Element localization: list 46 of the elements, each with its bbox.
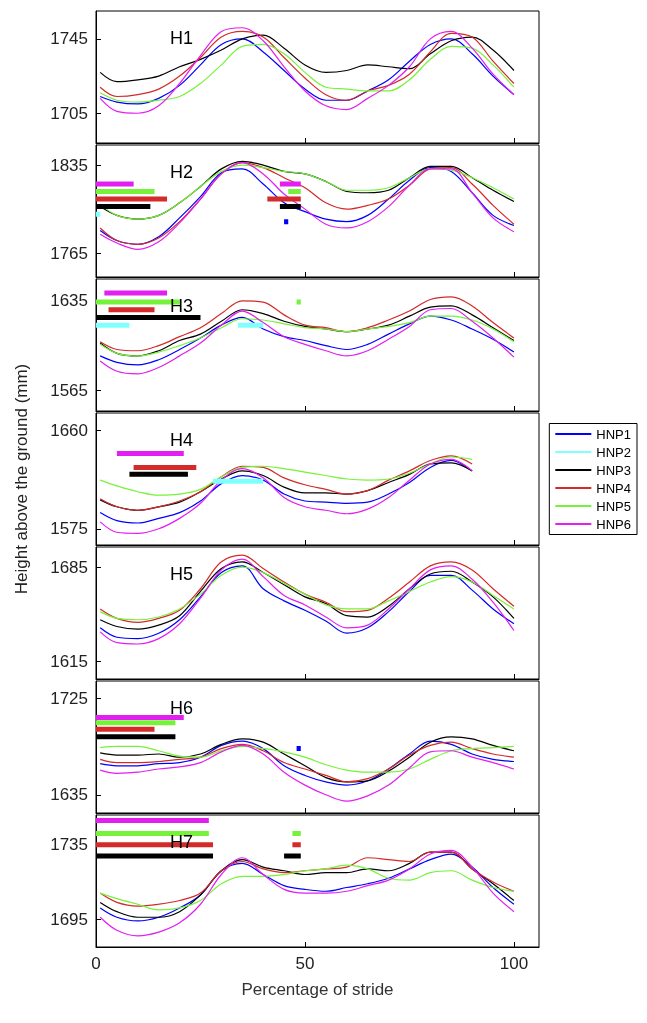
y-tick-label: 1725: [50, 688, 88, 708]
y-tick-label: 1635: [50, 291, 88, 311]
legend-label: HNP3: [596, 462, 632, 478]
y-tick-label: 1765: [50, 243, 88, 263]
y-tick-label: 1685: [50, 557, 88, 577]
y-tick-label: 1615: [50, 651, 88, 671]
legend-label: HNP5: [596, 498, 632, 514]
y-tick-label: 1735: [50, 835, 88, 855]
y-tick-label: 1660: [50, 420, 88, 440]
line-series: [99, 554, 515, 624]
line-series: [99, 744, 515, 802]
legend-label: HNP4: [596, 480, 632, 496]
x-axis-title: Percentage of stride: [241, 980, 394, 999]
x-tick-label: 0: [91, 954, 101, 973]
line-series: [99, 849, 515, 937]
legend-label: HNP6: [596, 516, 632, 532]
y-tick-label: 1565: [50, 381, 88, 400]
line-series: [99, 566, 515, 621]
y-axis-title: Height above the ground (mm): [12, 363, 32, 595]
x-tick-label: 100: [499, 954, 529, 973]
line-series: [99, 561, 515, 630]
legend-label: HNP2: [596, 444, 632, 460]
y-tick-label: 1835: [50, 155, 88, 175]
y-tick-label: 1695: [50, 909, 88, 929]
text: H2: [170, 162, 194, 182]
y-tick-label: 1705: [50, 103, 88, 123]
y-tick-label: 1635: [50, 785, 88, 805]
line-series: [99, 315, 515, 357]
line-series: [99, 851, 515, 907]
line-series: [99, 745, 515, 773]
text: H5: [170, 564, 194, 584]
line-series: [99, 27, 515, 114]
line-series: [99, 30, 515, 101]
line-series: [99, 864, 515, 911]
line-series: [99, 458, 473, 535]
line-series: [99, 296, 515, 352]
text: H4: [170, 430, 194, 450]
y-tick-label: 1575: [50, 519, 88, 539]
x-tick-label: 50: [295, 954, 315, 973]
y-tick-label: 1745: [50, 29, 88, 49]
text: H6: [170, 698, 194, 718]
legend-label: HNP1: [596, 426, 632, 442]
text: H1: [170, 28, 194, 48]
text: H3: [170, 296, 194, 316]
line-series: [99, 456, 473, 496]
line-series: [99, 315, 515, 366]
